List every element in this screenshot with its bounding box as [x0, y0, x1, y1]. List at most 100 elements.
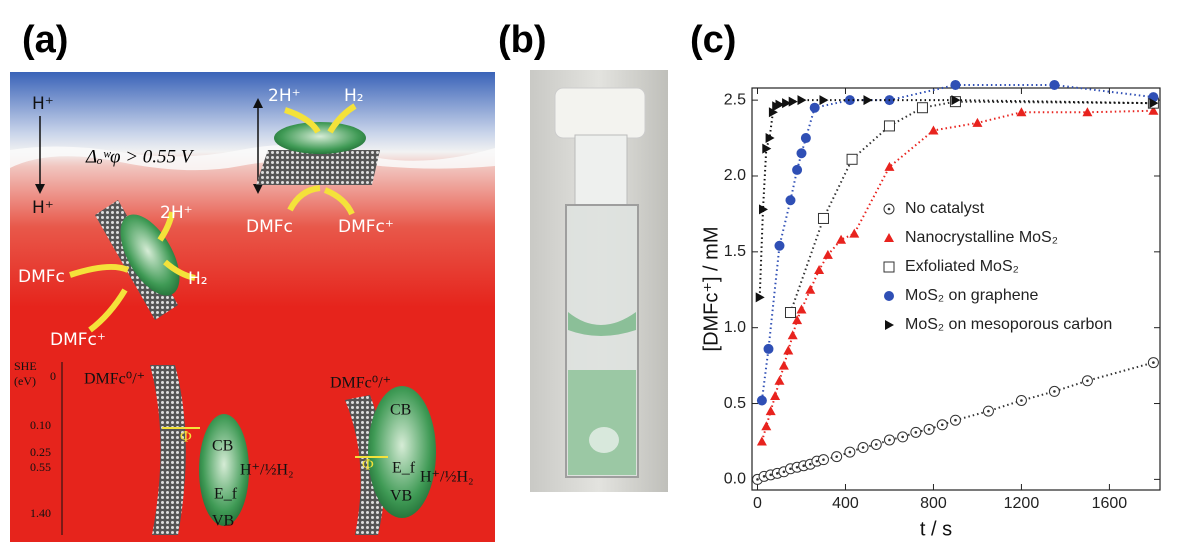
sheet	[150, 365, 186, 535]
marker	[1048, 385, 1060, 397]
marker-dot	[822, 458, 825, 461]
marker	[831, 451, 843, 463]
species: DMFc	[18, 267, 65, 287]
marker	[761, 421, 772, 431]
marker	[849, 228, 860, 238]
fit-line	[757, 361, 1154, 481]
x-tick-label: 400	[832, 495, 859, 512]
marker	[928, 125, 939, 135]
y-tick-label: 2.0	[724, 167, 746, 184]
level: 0.55	[30, 460, 51, 474]
marker	[870, 438, 882, 450]
marker	[782, 98, 792, 109]
catalyst	[120, 214, 180, 296]
legend-label: Exfoliated MoS₂	[905, 258, 1019, 275]
marker	[758, 204, 768, 215]
marker	[863, 95, 873, 106]
yellow-arrow	[287, 185, 355, 216]
arrow-head	[35, 184, 45, 194]
marker-dot	[887, 207, 891, 211]
marker	[756, 395, 767, 406]
marker-dot	[756, 478, 759, 481]
catalyst	[274, 122, 366, 154]
redox: H⁺/½H₂	[420, 469, 474, 486]
marker-dot	[769, 473, 772, 477]
x-tick-label: 1600	[1092, 495, 1128, 512]
marker	[783, 345, 794, 355]
marker	[1081, 375, 1093, 387]
marker	[950, 79, 961, 90]
marker-dot	[848, 450, 852, 454]
x-axis-label: t / s	[920, 518, 952, 540]
marker	[1015, 394, 1027, 406]
y-tick-label: 1.0	[724, 319, 746, 336]
marker-dot	[901, 435, 904, 439]
level: 0.10	[30, 418, 51, 432]
marker-dot	[1086, 379, 1089, 383]
panel-a: H⁺ H⁺ Δₒʷφ > 0.55 V 2H⁺ H₂ DMFc DMFc⁺ 2H…	[10, 72, 495, 542]
marker	[784, 307, 796, 319]
couple: DMFc⁰/⁺	[84, 371, 145, 388]
cap	[554, 87, 646, 139]
yellow-arrow	[284, 103, 357, 134]
panel-c-chart: 0 400 800 1200 1600 0.0 0.5 1.0 1.5 2.0 2.5 t / s [D…	[700, 79, 1161, 540]
marker	[883, 203, 895, 215]
marker	[796, 148, 807, 159]
species: DMFc⁺	[50, 330, 106, 350]
marker	[897, 431, 909, 443]
marker	[775, 99, 785, 110]
stir-bar	[589, 427, 619, 453]
marker	[857, 442, 869, 454]
marker-dot	[1152, 361, 1155, 364]
axis-label: SHE	[14, 359, 37, 373]
marker	[936, 419, 948, 431]
marker	[846, 153, 858, 165]
marker	[805, 284, 816, 294]
marker	[844, 95, 855, 106]
marker-dot	[775, 472, 779, 475]
marker	[762, 143, 772, 154]
marker	[916, 102, 928, 114]
marker-dot	[954, 418, 957, 422]
marker	[787, 330, 798, 340]
marker	[1049, 79, 1060, 90]
marker-dot	[808, 462, 812, 466]
marker	[884, 233, 894, 242]
marker	[796, 304, 807, 314]
marker	[923, 423, 935, 435]
x-tick-label: 1200	[1004, 495, 1040, 512]
phi: Φ	[362, 457, 374, 474]
marker	[883, 120, 895, 132]
marker-dot	[987, 409, 990, 413]
marker	[756, 436, 767, 446]
marker-dot	[927, 428, 931, 431]
marker	[774, 240, 785, 251]
liquid	[568, 370, 636, 475]
marker	[885, 320, 894, 330]
sheet	[256, 150, 380, 185]
species: DMFc	[246, 217, 293, 237]
panel-b-photo	[530, 70, 668, 492]
marker	[1082, 107, 1093, 117]
level: 0.25	[30, 445, 51, 459]
band: E_f	[392, 460, 416, 477]
species: 2H⁺	[160, 203, 193, 223]
panel-label: (c)	[690, 19, 736, 61]
ion: H⁺	[32, 94, 54, 114]
marker	[982, 405, 994, 417]
marker-dot	[815, 459, 819, 463]
marker	[765, 133, 775, 144]
marker	[788, 96, 798, 107]
marker	[800, 133, 811, 144]
marker	[883, 261, 895, 273]
marker	[778, 360, 789, 370]
catalyst	[368, 386, 436, 518]
marker	[951, 95, 961, 106]
marker-dot	[835, 455, 838, 458]
marker	[774, 375, 785, 385]
marker-dot	[762, 475, 766, 478]
marker	[1147, 357, 1159, 369]
marker-dot	[802, 464, 805, 468]
marker	[809, 102, 820, 113]
band: VB	[390, 488, 412, 505]
